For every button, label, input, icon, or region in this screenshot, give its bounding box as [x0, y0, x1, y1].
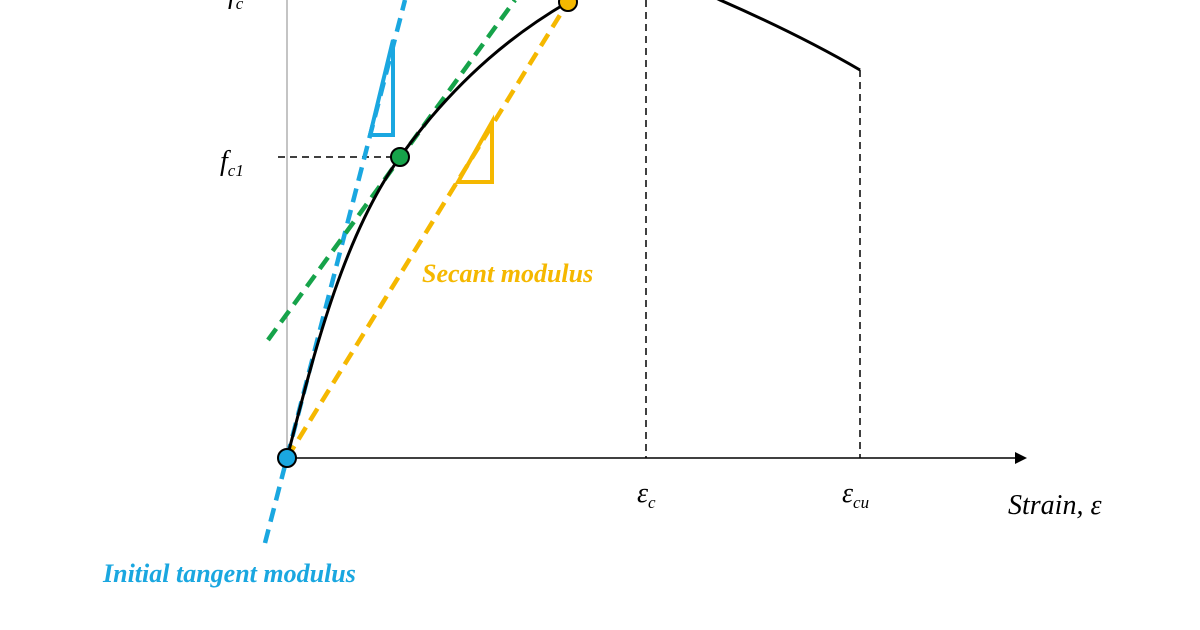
symbol: f: [220, 146, 231, 177]
secant-line: [285, 0, 570, 460]
initial-tangent-label: Initial tangent modulus: [102, 559, 356, 588]
symbol: ε: [637, 478, 648, 509]
secant-label: Secant modulus: [422, 259, 593, 288]
x-axis-label: Strain, ε: [1008, 490, 1102, 521]
origin-point: [277, 448, 297, 468]
subscript: c: [236, 0, 244, 13]
peak-stress-label: fc: [228, 0, 244, 13]
eps-c-label: εc: [637, 478, 656, 512]
fc1-point: [390, 147, 410, 167]
tangent-triangle: [367, 39, 395, 137]
secant-triangle: [454, 114, 494, 184]
symbol: f: [228, 0, 239, 10]
subscript: c: [648, 493, 656, 512]
subscript: cu: [853, 493, 869, 512]
eps-cu-label: εcu: [842, 478, 869, 512]
fc1-label: fc1: [220, 146, 244, 180]
peak-point: [558, 0, 578, 12]
subscript: c1: [228, 161, 244, 180]
symbol: ε: [842, 478, 853, 509]
stress-strain-curve: [285, 0, 861, 459]
